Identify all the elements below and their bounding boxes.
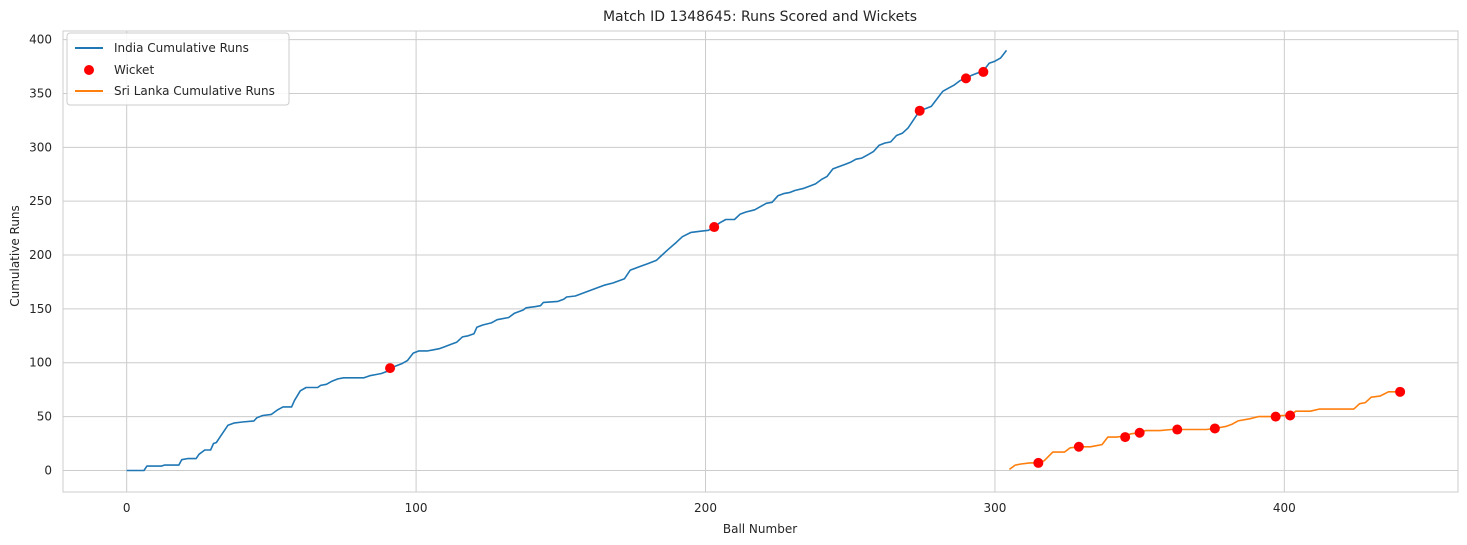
legend: India Cumulative Runs Wicket Sri Lanka C…: [66, 32, 290, 106]
legend-india-label: India Cumulative Runs: [114, 41, 249, 55]
wicket-marker: [1073, 441, 1084, 452]
wicket-marker: [1120, 432, 1131, 443]
x-tick-labels: 0 100 200 300 400: [123, 501, 1296, 515]
wicket-marker: [1172, 424, 1183, 435]
legend-box: [66, 32, 290, 106]
y-tick-label: 250: [29, 194, 52, 208]
x-tick-label: 200: [694, 501, 717, 515]
wicket-marker: [960, 73, 971, 84]
x-tick-label: 100: [405, 501, 428, 515]
chart-title: Match ID 1348645: Runs Scored and Wicket…: [603, 9, 917, 25]
y-tick-label: 400: [29, 33, 52, 47]
wicket-marker: [1033, 457, 1044, 468]
y-tick-label: 0: [44, 463, 52, 477]
legend-srilanka-label: Sri Lanka Cumulative Runs: [114, 84, 275, 98]
y-tick-label: 100: [29, 356, 52, 370]
wicket-marker: [385, 363, 396, 374]
plot-area-border: [62, 30, 1459, 493]
wicket-marker: [978, 66, 989, 77]
x-axis-label: Ball Number: [723, 522, 797, 536]
y-tick-label: 50: [37, 410, 52, 424]
legend-wicket-swatch: [84, 65, 94, 75]
wicket-marker: [1134, 427, 1145, 438]
x-tick-label: 400: [1273, 501, 1296, 515]
india-runs-line: [126, 49, 1008, 472]
legend-wicket-label: Wicket: [114, 63, 154, 77]
wicket-marker: [1209, 423, 1220, 434]
y-tick-label: 350: [29, 86, 52, 100]
grid: [63, 31, 1458, 492]
y-tick-label: 150: [29, 302, 52, 316]
wicket-markers: [385, 66, 1406, 468]
wicket-marker: [1270, 411, 1281, 422]
wicket-marker: [914, 105, 925, 116]
x-tick-label: 300: [983, 501, 1006, 515]
y-tick-labels: 0 50 100 150 200 250 300 350 400: [29, 33, 52, 478]
y-tick-label: 200: [29, 248, 52, 262]
series-lines: [126, 49, 1401, 472]
y-tick-label: 300: [29, 140, 52, 154]
axes-frame: [62, 30, 1459, 493]
wicket-marker: [709, 222, 720, 233]
x-tick-label: 0: [123, 501, 131, 515]
srilanka-runs-line: [1008, 390, 1401, 471]
wicket-marker: [1285, 410, 1296, 421]
y-axis-label: Cumulative Runs: [8, 205, 22, 307]
wicket-marker: [1395, 386, 1406, 397]
